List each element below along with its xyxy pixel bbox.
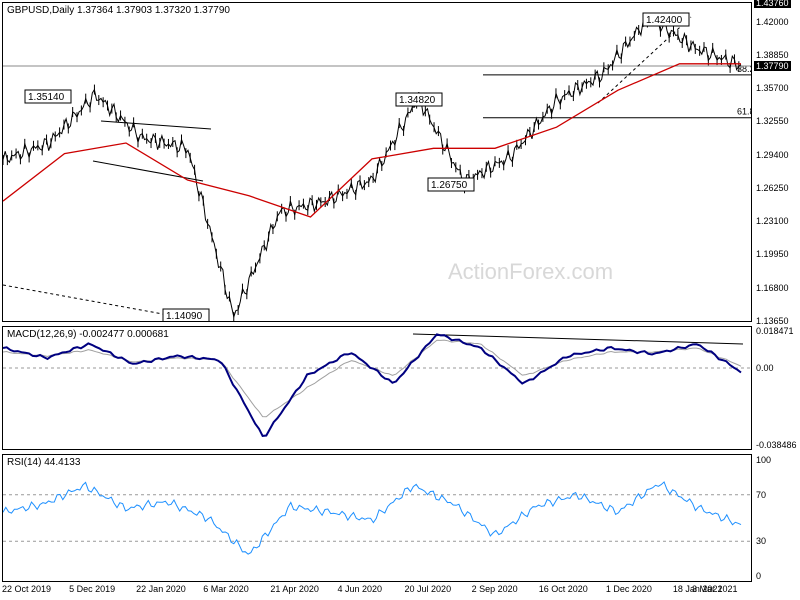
- rsi-series-line: [3, 481, 742, 555]
- price-plot: ActionForex.com 38.2 61.8 1.35140 1.14090 1.3…: [3, 12, 751, 321]
- macd-tick-label: -0.038486: [756, 440, 797, 450]
- price-annotation-label: 1.35140: [28, 92, 65, 103]
- x-tick-label: 22 Jan 2020: [136, 584, 186, 594]
- price-tick-label: 1.23100: [756, 216, 789, 227]
- price-tick-label: 1.43760: [754, 0, 791, 8]
- price-annotation-box: [427, 177, 475, 192]
- macd-y-axis: 0.018471 0.00 -0.038486: [754, 326, 800, 450]
- rsi-tick-label: 30: [756, 536, 767, 547]
- price-annotation-box: [395, 92, 443, 107]
- macd-title: MACD(12,26,9) -0.002477 0.000681: [7, 329, 169, 340]
- x-tick-label: 3 Mar 2021: [692, 584, 738, 594]
- x-tick-label: 1 Dec 2020: [605, 584, 652, 594]
- macd-plot: [3, 333, 751, 437]
- price-tick-label: 1.16800: [756, 282, 789, 293]
- price-series-line: [3, 12, 742, 319]
- ema-series-line: [3, 63, 741, 218]
- support-dashed-line: [3, 284, 164, 315]
- price-annotation-label: 1.42400: [646, 15, 683, 26]
- fib-label: 38.2: [737, 64, 751, 74]
- price-y-axis: 1.43760 1.42000 1.38850 1.37790 1.35700 1.325…: [754, 0, 800, 326]
- price-annotation-label: 1.34820: [399, 95, 436, 106]
- macd-divergence-line: [412, 333, 744, 345]
- rsi-panel: RSI(14) 44.4133: [2, 454, 752, 582]
- price-panel: ActionForex.com 38.2 61.8 1.35140 1.14090 1.3…: [2, 2, 752, 322]
- price-tick-label: 1.35700: [756, 83, 789, 94]
- price-tick-label: 1.26250: [756, 182, 789, 193]
- macd-series-line: [3, 333, 742, 437]
- rsi-tick-label: 100: [756, 455, 772, 465]
- x-tick-label: 6 Mar 2020: [203, 584, 249, 594]
- rsi-title: RSI(14) 44.4133: [7, 457, 81, 468]
- x-tick-label: 4 Jun 2020: [337, 584, 382, 594]
- signal-series-line: [3, 339, 742, 418]
- price-tick-label: 1.32550: [756, 116, 789, 127]
- rsi-y-axis: 100 70 30 0: [754, 454, 800, 582]
- price-tick-label: 1.42000: [756, 16, 789, 27]
- price-tick-label: 1.29400: [756, 149, 789, 160]
- price-tick-label: 1.13650: [756, 316, 789, 326]
- x-tick-label: 20 Jul 2020: [404, 584, 452, 594]
- price-tick-label: 1.38850: [756, 49, 789, 60]
- rsi-tick-label: 0: [756, 571, 762, 581]
- price-annotation-label: 1.14090: [166, 311, 203, 321]
- price-annotation-box: [162, 308, 210, 321]
- x-tick-label: 22 Oct 2019: [2, 584, 52, 594]
- channel-bottom-line: [92, 160, 204, 182]
- x-axis: 22 Oct 2019 5 Dec 2019 22 Jan 2020 6 Mar 20…: [2, 583, 752, 600]
- macd-tick-label: 0.00: [756, 362, 774, 373]
- price-annotation-label: 1.26750: [431, 180, 468, 191]
- price-annotation-box: [24, 89, 72, 104]
- macd-panel: MACD(12,26,9) -0.002477 0.000681: [2, 326, 752, 450]
- price-title: GBPUSD,Daily 1.37364 1.37903 1.37320 1.3…: [7, 5, 230, 16]
- x-tick-label: 16 Oct 2020: [538, 584, 588, 594]
- rsi-tick-label: 70: [756, 489, 767, 500]
- x-tick-label: 21 Apr 2020: [270, 584, 319, 594]
- price-tick-label: 1.19950: [756, 249, 789, 260]
- macd-tick-label: 0.018471: [756, 326, 794, 336]
- x-tick-label: 5 Dec 2019: [69, 584, 116, 594]
- price-annotation-box: [642, 12, 690, 27]
- x-tick-label: 2 Sep 2020: [471, 584, 518, 594]
- channel-top-line: [100, 120, 212, 130]
- x-tick-label: 18 Jan 2021: [672, 584, 723, 594]
- fib-label: 61.8: [737, 107, 751, 117]
- price-tick-label: 1.37790: [754, 61, 791, 72]
- watermark: ActionForex.com: [448, 259, 613, 284]
- rsi-plot: [3, 481, 751, 555]
- trend-dashed-line: [597, 16, 692, 104]
